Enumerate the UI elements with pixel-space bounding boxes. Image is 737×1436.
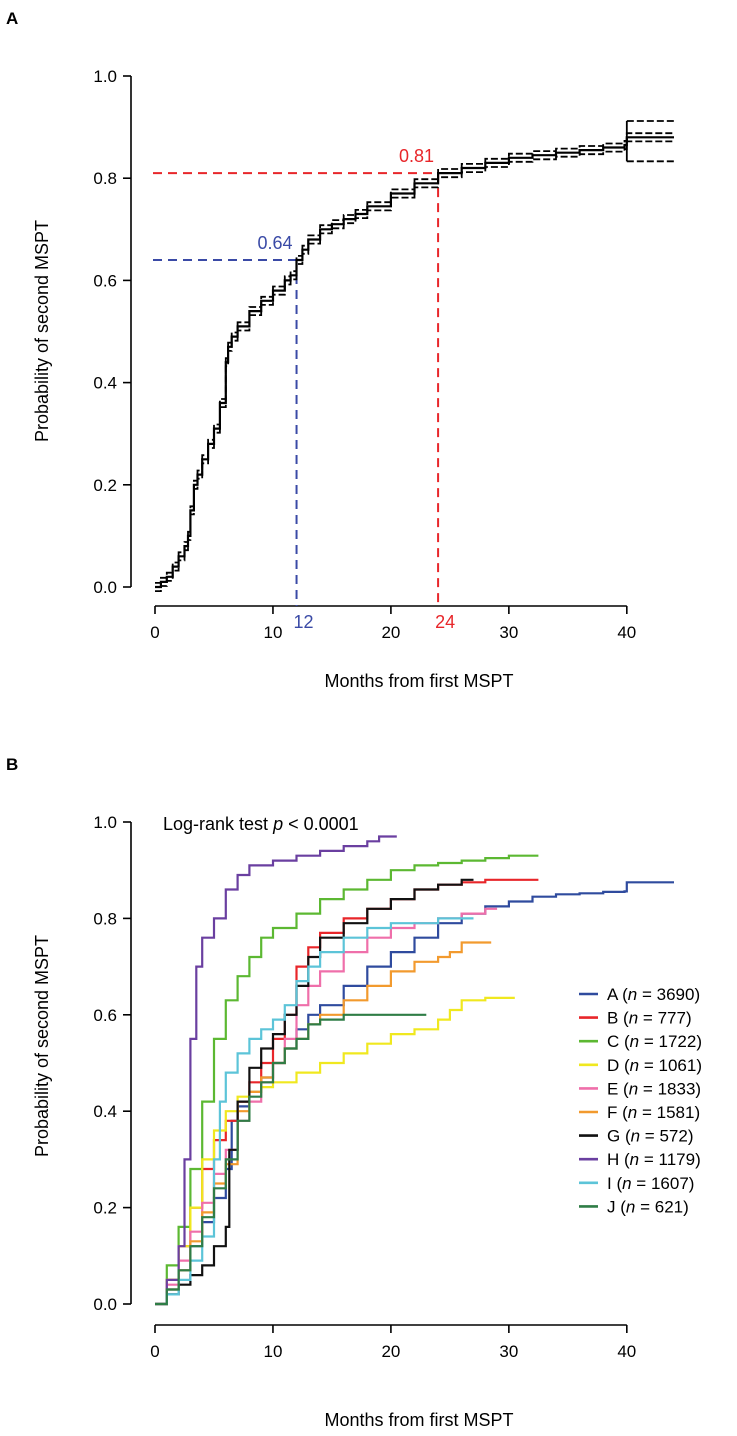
panel-b: B 0 10 20 30 40 0.0 0.2 0.4 0.6 0.8 1.0 Log-rank t… [6, 755, 702, 1430]
legend-label-c: C (n = 1722) [607, 1032, 702, 1051]
x-tick-label: 30 [499, 623, 518, 642]
panel-b-logrank-annotation: Log-rank test p < 0.0001 [163, 814, 359, 834]
x-tick-label: 40 [617, 623, 636, 642]
panel-a-plot-area: 0.64 12 0.81 24 [153, 120, 674, 632]
survival-curve [155, 136, 674, 589]
panel-b-y-axis-title: Probability of second MSPT [32, 935, 52, 1157]
ci-upper-line [155, 132, 674, 584]
panel-a-axes: 0 10 20 30 40 0.0 0.2 0.4 0.6 0.8 1.0 [93, 67, 636, 642]
y-tick-label: 1.0 [93, 67, 117, 86]
x-tick-label: 0 [150, 1342, 159, 1361]
x-tick-label: 10 [263, 1342, 282, 1361]
legend-label-f: F (n = 1581) [607, 1103, 700, 1122]
x-tick-label: 20 [381, 1342, 400, 1361]
panel-a: A 0 10 20 30 40 0.0 0.2 0.4 0.6 0.8 1.0 0.64 12 0.81… [6, 9, 674, 691]
legend-label-a: A (n = 3690) [607, 985, 700, 1004]
y-tick-label: 0.2 [93, 476, 117, 495]
legend-label-g: G (n = 572) [607, 1127, 693, 1146]
panel-b-legend: A (n = 3690) B (n = 777) C (n = 1722) D (n … [579, 985, 702, 1216]
legend-label-j: J (n = 621) [607, 1197, 689, 1216]
x-tick-label: 20 [381, 623, 400, 642]
x-tick-label: 40 [617, 1342, 636, 1361]
panel-a-y-axis-title: Probability of second MSPT [32, 220, 52, 442]
panel-a-label: A [6, 9, 18, 28]
panel-b-label: B [6, 755, 18, 774]
panel-b-axes: 0 10 20 30 40 0.0 0.2 0.4 0.6 0.8 1.0 [93, 813, 636, 1361]
reference-x-value-label: 24 [435, 612, 455, 632]
y-tick-label: 1.0 [93, 813, 117, 832]
curve-group-f [155, 941, 492, 1306]
ci-lower-line [155, 140, 674, 592]
reference-y-value-label: 0.81 [399, 146, 434, 166]
curve-group-h [155, 835, 397, 1306]
curve-group-g [155, 878, 474, 1306]
y-tick-label: 0.2 [93, 1199, 117, 1218]
x-tick-label: 10 [263, 623, 282, 642]
legend-label-i: I (n = 1607) [607, 1174, 694, 1193]
y-tick-label: 0.6 [93, 1006, 117, 1025]
panel-a-x-axis-title: Months from first MSPT [324, 671, 513, 691]
reference-y-value-label: 0.64 [257, 233, 292, 253]
curve-group-a [155, 881, 674, 1306]
curve-group-j [155, 1013, 427, 1306]
y-tick-label: 0.0 [93, 1295, 117, 1314]
y-tick-label: 0.8 [93, 169, 117, 188]
reference-x-value-label: 12 [294, 612, 314, 632]
x-tick-label: 30 [499, 1342, 518, 1361]
x-tick-label: 0 [150, 623, 159, 642]
y-tick-label: 0.8 [93, 909, 117, 928]
legend-label-e: E (n = 1833) [607, 1079, 701, 1098]
curve-group-d [155, 996, 515, 1306]
y-tick-label: 0.4 [93, 1102, 117, 1121]
panel-b-x-axis-title: Months from first MSPT [324, 1410, 513, 1430]
legend-label-b: B (n = 777) [607, 1009, 692, 1028]
y-tick-label: 0.0 [93, 578, 117, 597]
curve-group-c [155, 854, 539, 1306]
curve-group-e [155, 907, 498, 1306]
y-tick-label: 0.6 [93, 271, 117, 290]
panel-b-plot-area [155, 835, 674, 1306]
curve-group-i [155, 917, 474, 1306]
legend-label-d: D (n = 1061) [607, 1056, 702, 1075]
y-tick-label: 0.4 [93, 374, 117, 393]
legend-label-h: H (n = 1179) [607, 1150, 701, 1169]
